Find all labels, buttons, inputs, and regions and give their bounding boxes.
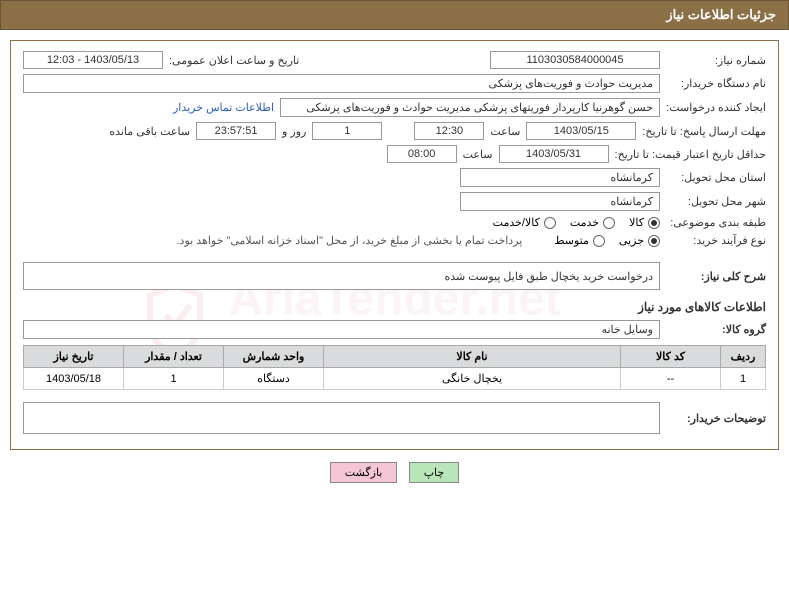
th-code: کد کالا [621,346,721,368]
group-field: وسایل خانه [23,320,660,339]
back-button[interactable]: بازگشت [330,462,398,483]
countdown-field: 23:57:51 [196,122,276,140]
buyer-notes-label: توضیحات خریدار: [666,412,766,425]
time-label-1: ساعت [490,125,520,138]
radio-medium-label: متوسط [554,234,589,247]
radio-partial[interactable] [648,235,660,247]
purchase-type-label: نوع فرآیند خرید: [666,234,766,247]
deadline-label: مهلت ارسال پاسخ: تا تاریخ: [642,125,766,138]
cell-code: -- [621,368,721,390]
radio-partial-label: جزیی [619,234,644,247]
need-number-label: شماره نیاز: [666,54,766,67]
panel-header: جزئیات اطلاعات نیاز [0,0,789,30]
th-date: تاریخ نیاز [24,346,124,368]
announce-label: تاریخ و ساعت اعلان عمومی: [169,54,299,67]
th-name: نام کالا [324,346,621,368]
radio-service[interactable] [603,217,615,229]
days-label: روز و [282,125,306,138]
contact-link[interactable]: اطلاعات تماس خریدار [173,101,274,114]
radio-both-label: کالا/خدمت [493,216,540,229]
goods-info-title: اطلاعات کالاهای مورد نیاز [23,300,766,314]
radio-both[interactable] [544,217,556,229]
content-area: شماره نیاز: 1103030584000045 تاریخ و ساع… [0,30,789,493]
category-label: طبقه بندی موضوعی: [666,216,766,229]
city-field: کرمانشاه [460,192,660,211]
desc-label: شرح کلی نیاز: [666,270,766,283]
cell-row: 1 [721,368,766,390]
table-header-row: ردیف کد کالا نام کالا واحد شمارش تعداد /… [24,346,766,368]
goods-table: ردیف کد کالا نام کالا واحد شمارش تعداد /… [23,345,766,390]
category-radio-group: کالا خدمت کالا/خدمت [493,216,660,229]
requester-label: ایجاد کننده درخواست: [666,101,766,114]
buyer-org-field: مدیریت حوادث و فوریت‌های پزشکی [23,74,660,93]
print-button[interactable]: چاپ [409,462,460,483]
province-field: کرمانشاه [460,168,660,187]
th-qty: تعداد / مقدار [124,346,224,368]
main-form-box: شماره نیاز: 1103030584000045 تاریخ و ساع… [10,40,779,450]
purchase-type-radio-group: جزیی متوسط [554,234,660,247]
city-label: شهر محل تحویل: [666,195,766,208]
deadline-date-field: 1403/05/15 [526,122,636,140]
table-row: 1 -- یخچال خانگی دستگاه 1 1403/05/18 [24,368,766,390]
group-label: گروه کالا: [666,323,766,336]
payment-note: پرداخت تمام یا بخشی از مبلغ خرید، از محل… [177,234,523,247]
province-label: استان محل تحویل: [666,171,766,184]
desc-field: درخواست خرید یخچال طبق فایل پیوست شده [23,262,660,290]
time-label-2: ساعت [463,148,493,161]
th-unit: واحد شمارش [224,346,324,368]
days-count-field: 1 [312,122,382,140]
cell-date: 1403/05/18 [24,368,124,390]
deadline-time-field: 12:30 [414,122,484,140]
th-row: ردیف [721,346,766,368]
requester-field: حسن گوهرنیا کارپرداز فوریتهای پزشکی مدیر… [280,98,660,117]
remaining-label: ساعت باقی مانده [109,125,190,138]
radio-medium[interactable] [593,235,605,247]
need-number-field: 1103030584000045 [490,51,660,69]
radio-goods-label: کالا [629,216,644,229]
radio-service-label: خدمت [570,216,599,229]
cell-qty: 1 [124,368,224,390]
radio-goods[interactable] [648,217,660,229]
cell-unit: دستگاه [224,368,324,390]
buyer-org-label: نام دستگاه خریدار: [666,77,766,90]
cell-name: یخچال خانگی [324,368,621,390]
buyer-notes-field [23,402,660,434]
validity-time-field: 08:00 [387,145,457,163]
button-row: چاپ بازگشت [10,462,779,483]
validity-date-field: 1403/05/31 [499,145,609,163]
validity-label: حداقل تاریخ اعتبار قیمت: تا تاریخ: [615,148,766,161]
announce-field: 1403/05/13 - 12:03 [23,51,163,69]
